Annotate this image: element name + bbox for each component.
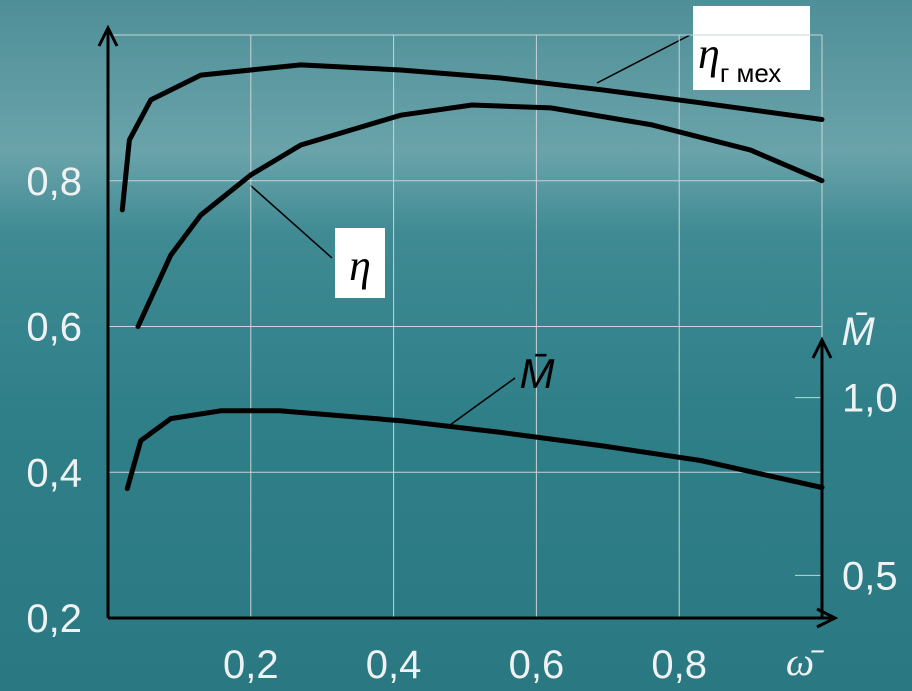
- series-subscript: г мех: [720, 58, 781, 88]
- y-tick-label: 0,8: [26, 160, 82, 204]
- series-label: M̄: [520, 350, 555, 397]
- y2-tick-label: 0,5: [842, 554, 898, 598]
- x-axis-label: ω̄: [786, 639, 824, 684]
- x-tick-label: 0,4: [366, 643, 422, 687]
- x-axis: [108, 609, 835, 627]
- y-tick-label: 0,2: [26, 597, 82, 641]
- line-series: [138, 105, 822, 327]
- series-name: η: [698, 29, 720, 78]
- chart: M̄ ω̄ 0,20,40,60,80,20,40,60,80,51,0ηг м…: [0, 0, 912, 691]
- line-series: [127, 411, 822, 489]
- leader-line: [597, 35, 690, 83]
- y-tick-label: 0,6: [26, 306, 82, 350]
- y-axis: [99, 28, 117, 618]
- y2-axis-label: M̄: [841, 310, 875, 354]
- leader-line: [250, 185, 332, 258]
- x-tick-label: 0,6: [509, 643, 565, 687]
- x-tick-label: 0,2: [223, 643, 279, 687]
- leader-line: [450, 378, 515, 425]
- y-tick-label: 0,4: [26, 451, 82, 495]
- y2-tick-label: 1,0: [842, 377, 898, 421]
- series-label: η: [349, 241, 371, 290]
- y2-axis: [813, 340, 831, 618]
- x-tick-label: 0,8: [651, 643, 707, 687]
